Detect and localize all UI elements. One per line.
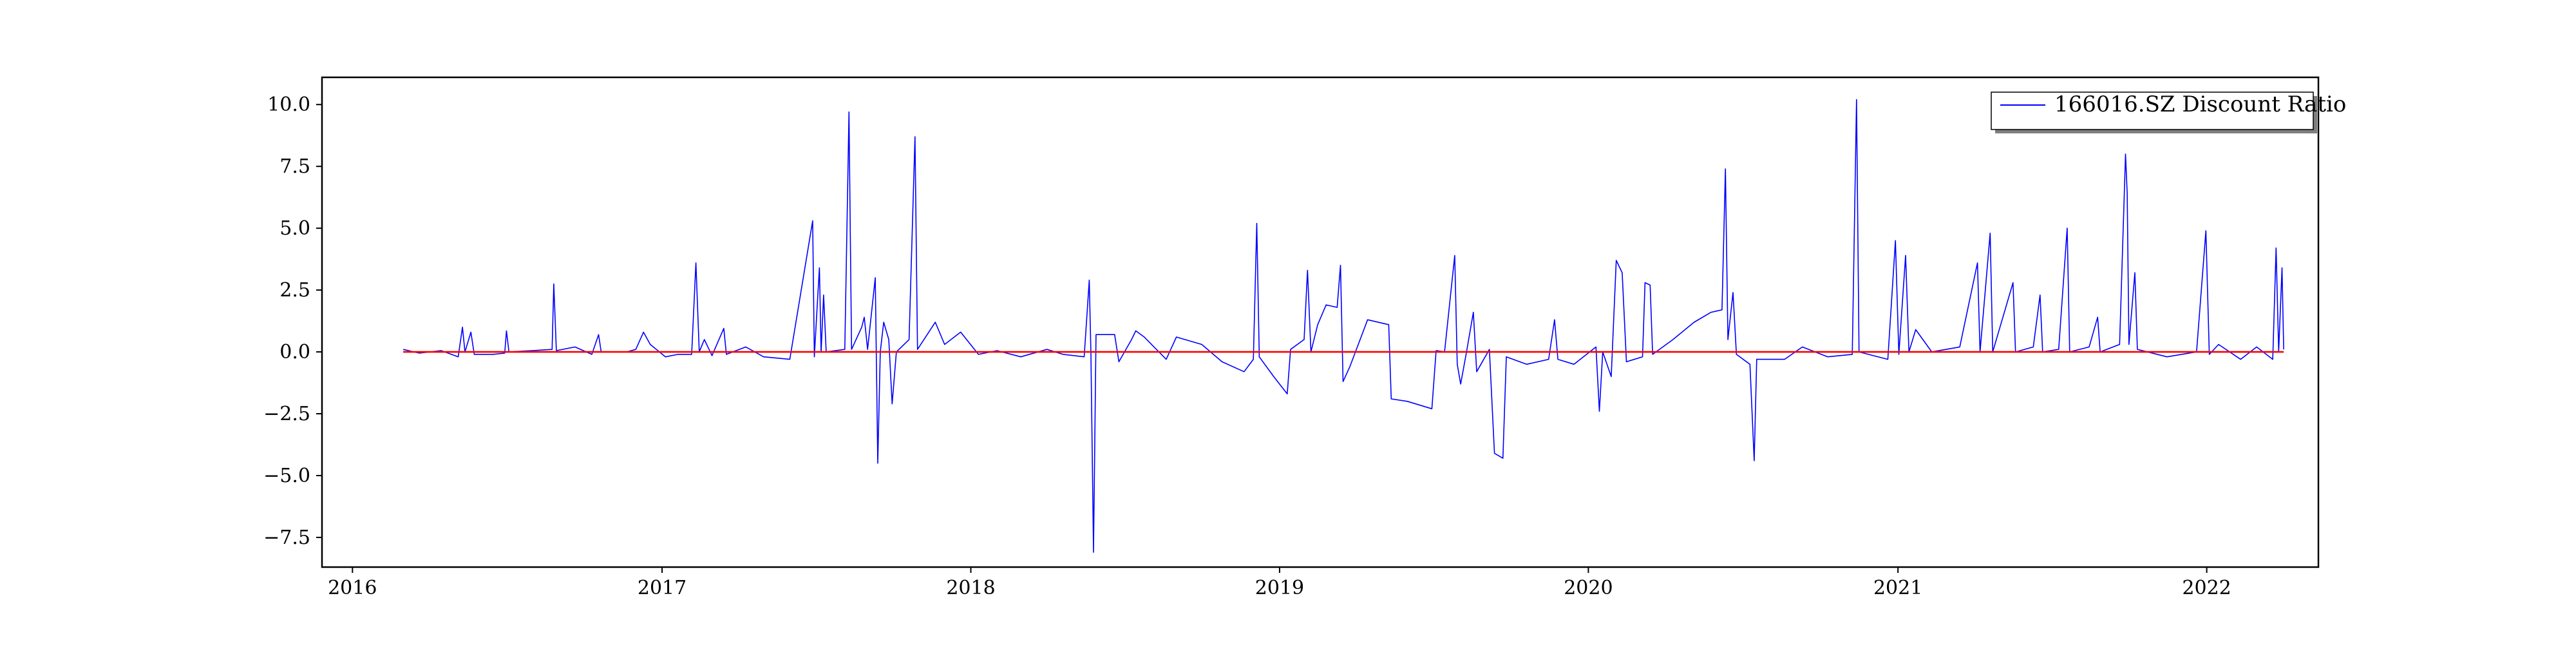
y-axis: 10.0 7.5 5.0 2.5 0.0 −2.5 −5.0 −7.5 [263, 93, 322, 549]
x-tick-label: 2022 [2182, 577, 2231, 599]
plot-frame [321, 76, 2320, 568]
x-tick-label: 2020 [1564, 577, 1613, 599]
y-tick-label: −5.0 [263, 465, 310, 487]
y-tick-label: 2.5 [279, 279, 310, 302]
x-tick-label: 2021 [1873, 577, 1922, 599]
series-layer [402, 99, 2284, 553]
y-tick-label: 7.5 [279, 155, 310, 178]
legend-box [1991, 92, 2314, 130]
y-tick-label: −7.5 [263, 526, 310, 549]
x-tick-label: 2018 [946, 577, 995, 599]
y-tick-label: −2.5 [263, 403, 310, 425]
x-axis: 2016 2017 2018 2019 2020 2021 2022 [328, 567, 2231, 599]
legend-label: 166016.SZ Discount Ratio [2054, 92, 2346, 117]
x-tick-label: 2017 [638, 577, 687, 599]
legend: 166016.SZ Discount Ratio [1991, 92, 2346, 133]
y-tick-label: 5.0 [279, 217, 310, 240]
x-tick-label: 2019 [1255, 577, 1304, 599]
x-tick-label: 2016 [328, 577, 377, 599]
series-line-discount-ratio [402, 99, 2284, 553]
y-tick-label: 0.0 [279, 341, 310, 363]
y-tick-label: 10.0 [267, 93, 310, 116]
